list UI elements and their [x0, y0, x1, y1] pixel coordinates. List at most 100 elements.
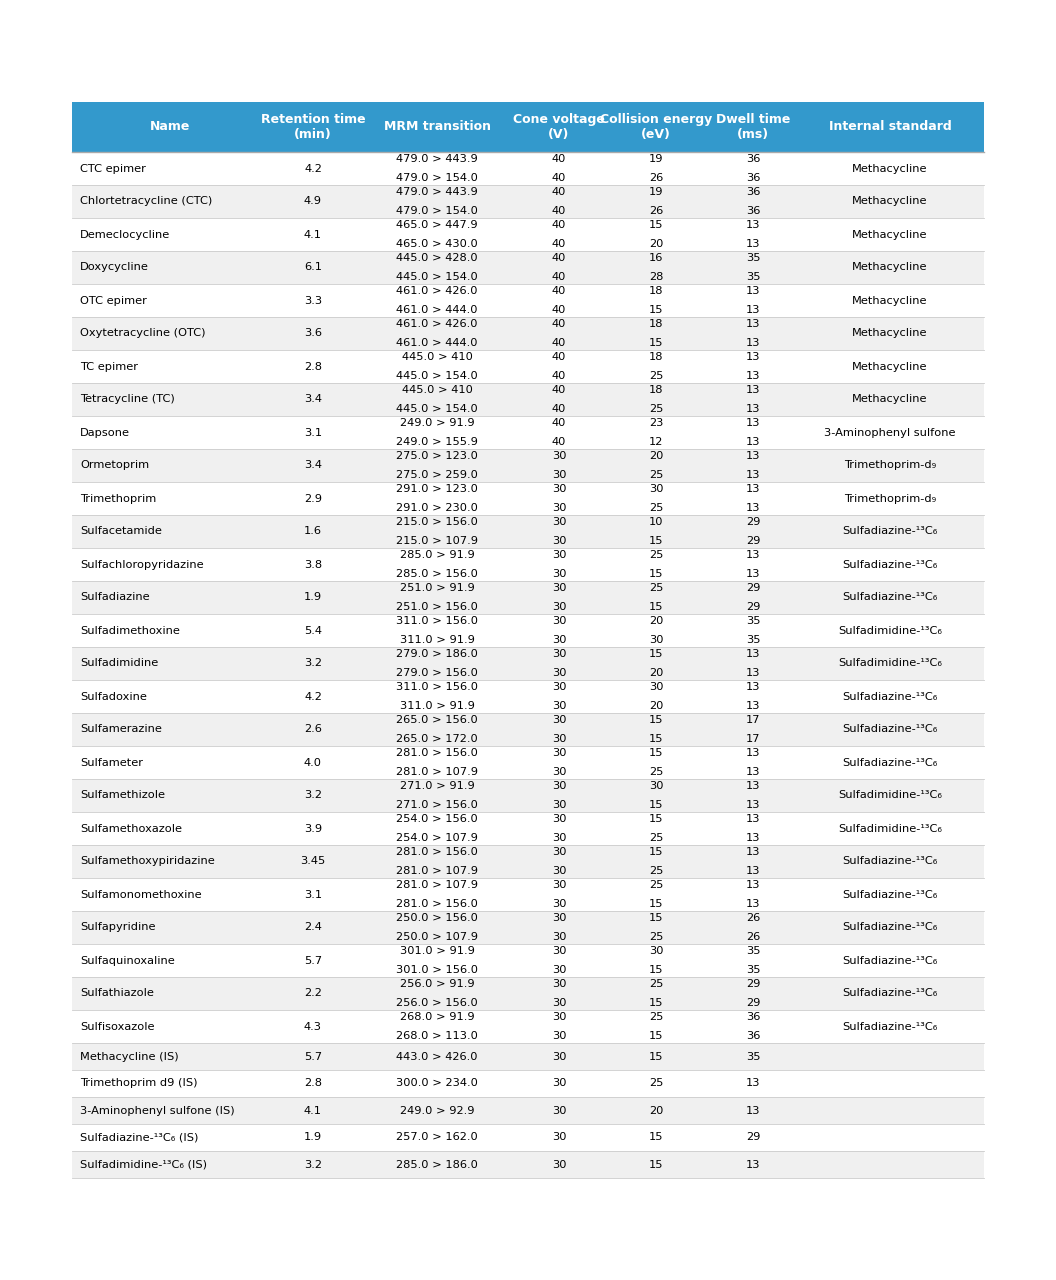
Text: 250.0 > 156.0: 250.0 > 156.0: [396, 913, 478, 923]
Text: 254.0 > 156.0: 254.0 > 156.0: [396, 814, 478, 824]
Text: 26: 26: [648, 173, 663, 183]
Text: 249.0 > 92.9: 249.0 > 92.9: [400, 1106, 474, 1115]
Text: Sulfadimidine-¹³C₆: Sulfadimidine-¹³C₆: [838, 626, 942, 635]
Text: 249.0 > 91.9: 249.0 > 91.9: [399, 419, 474, 429]
Text: Sulfameter: Sulfameter: [80, 758, 143, 768]
Bar: [72, 548, 984, 581]
Text: Retention time
(min): Retention time (min): [261, 113, 365, 141]
Bar: [72, 1097, 984, 1124]
Text: 25: 25: [648, 833, 663, 842]
Text: Dapsone: Dapsone: [80, 428, 130, 438]
Text: 3.8: 3.8: [304, 559, 322, 570]
Text: 30: 30: [551, 668, 566, 677]
Text: 3.9: 3.9: [304, 823, 322, 833]
Text: 15: 15: [648, 997, 663, 1007]
Text: Trimethoprim-d₉: Trimethoprim-d₉: [844, 494, 936, 503]
Text: 445.0 > 428.0: 445.0 > 428.0: [396, 253, 477, 264]
Text: 13: 13: [746, 1079, 760, 1088]
Text: 461.0 > 444.0: 461.0 > 444.0: [396, 338, 477, 348]
Text: Methacycline: Methacycline: [852, 262, 928, 273]
Text: 30: 30: [551, 913, 566, 923]
Bar: [72, 218, 984, 251]
Text: Sulfamethizole: Sulfamethizole: [80, 791, 165, 800]
Text: 256.0 > 156.0: 256.0 > 156.0: [396, 997, 478, 1007]
Text: 40: 40: [552, 338, 566, 348]
Text: 40: 40: [552, 403, 566, 413]
Text: Sulfadiazine-¹³C₆: Sulfadiazine-¹³C₆: [843, 526, 938, 536]
Text: Oxytetracycline (OTC): Oxytetracycline (OTC): [80, 329, 206, 338]
Text: 20: 20: [648, 452, 663, 461]
Text: 26: 26: [648, 206, 663, 216]
Text: 13: 13: [746, 452, 760, 461]
Text: 13: 13: [746, 649, 760, 659]
Text: 30: 30: [551, 503, 566, 513]
Text: 279.0 > 156.0: 279.0 > 156.0: [396, 668, 478, 677]
Text: 30: 30: [551, 1133, 566, 1143]
Text: 445.0 > 154.0: 445.0 > 154.0: [396, 371, 478, 380]
Text: 1.9: 1.9: [304, 1133, 322, 1143]
Text: 29: 29: [746, 602, 760, 612]
Text: Name: Name: [150, 120, 190, 133]
Text: 26: 26: [746, 932, 760, 942]
Text: Sulfamethoxazole: Sulfamethoxazole: [80, 823, 182, 833]
Text: 13: 13: [746, 338, 760, 348]
Text: 30: 30: [551, 781, 566, 791]
Text: 13: 13: [746, 814, 760, 824]
Text: 15: 15: [648, 1160, 663, 1170]
Text: 15: 15: [648, 602, 663, 612]
Text: 30: 30: [551, 881, 566, 891]
Text: 279.0 > 186.0: 279.0 > 186.0: [396, 649, 478, 659]
Text: 13: 13: [746, 484, 760, 494]
Text: 30: 30: [551, 814, 566, 824]
Text: 29: 29: [746, 997, 760, 1007]
Bar: [72, 483, 984, 515]
Text: 17: 17: [746, 733, 760, 744]
Text: 13: 13: [746, 220, 760, 230]
Text: Sulfisoxazole: Sulfisoxazole: [80, 1021, 154, 1032]
Text: 13: 13: [746, 239, 760, 248]
Text: 2.2: 2.2: [304, 988, 322, 998]
Bar: [72, 349, 984, 383]
Text: Ormetoprim: Ormetoprim: [80, 461, 149, 471]
Text: Sulfathiazole: Sulfathiazole: [80, 988, 154, 998]
Text: Trimethoprim d9 (IS): Trimethoprim d9 (IS): [80, 1079, 197, 1088]
Text: 13: 13: [746, 767, 760, 777]
Text: 30: 30: [551, 470, 566, 480]
Text: 40: 40: [552, 173, 566, 183]
Text: 4.1: 4.1: [304, 229, 322, 239]
Text: 30: 30: [551, 550, 566, 561]
Text: 15: 15: [648, 899, 663, 909]
Text: 15: 15: [648, 814, 663, 824]
Text: 15: 15: [648, 800, 663, 810]
Text: 30: 30: [551, 1160, 566, 1170]
Text: 3.1: 3.1: [304, 890, 322, 900]
Bar: [72, 977, 984, 1010]
Text: 30: 30: [648, 682, 663, 692]
Bar: [72, 102, 984, 152]
Text: 13: 13: [746, 781, 760, 791]
Text: 30: 30: [551, 1030, 566, 1041]
Text: Sulfadiazine-¹³C₆: Sulfadiazine-¹³C₆: [843, 890, 938, 900]
Text: 30: 30: [551, 1106, 566, 1115]
Text: Sulfadimidine-¹³C₆: Sulfadimidine-¹³C₆: [838, 658, 942, 668]
Text: Chlortetracycline (CTC): Chlortetracycline (CTC): [80, 197, 212, 206]
Text: 461.0 > 426.0: 461.0 > 426.0: [396, 319, 477, 329]
Text: 285.0 > 186.0: 285.0 > 186.0: [396, 1160, 478, 1170]
Text: 36: 36: [746, 1030, 760, 1041]
Bar: [72, 251, 984, 284]
Text: 35: 35: [746, 1051, 760, 1061]
Text: 3.2: 3.2: [304, 1160, 322, 1170]
Text: 40: 40: [552, 371, 566, 380]
Text: 5.7: 5.7: [304, 1051, 322, 1061]
Text: Sulfadiazine-¹³C₆: Sulfadiazine-¹³C₆: [843, 856, 938, 867]
Text: 30: 30: [551, 800, 566, 810]
Text: 13: 13: [746, 550, 760, 561]
Text: 3.2: 3.2: [304, 791, 322, 800]
Text: 268.0 > 91.9: 268.0 > 91.9: [399, 1012, 474, 1023]
Text: Sulfadiazine-¹³C₆: Sulfadiazine-¹³C₆: [843, 593, 938, 603]
Text: Sulfadoxine: Sulfadoxine: [80, 691, 147, 701]
Bar: [72, 812, 984, 845]
Bar: [72, 1124, 984, 1151]
Bar: [72, 646, 984, 680]
Text: 30: 30: [551, 616, 566, 626]
